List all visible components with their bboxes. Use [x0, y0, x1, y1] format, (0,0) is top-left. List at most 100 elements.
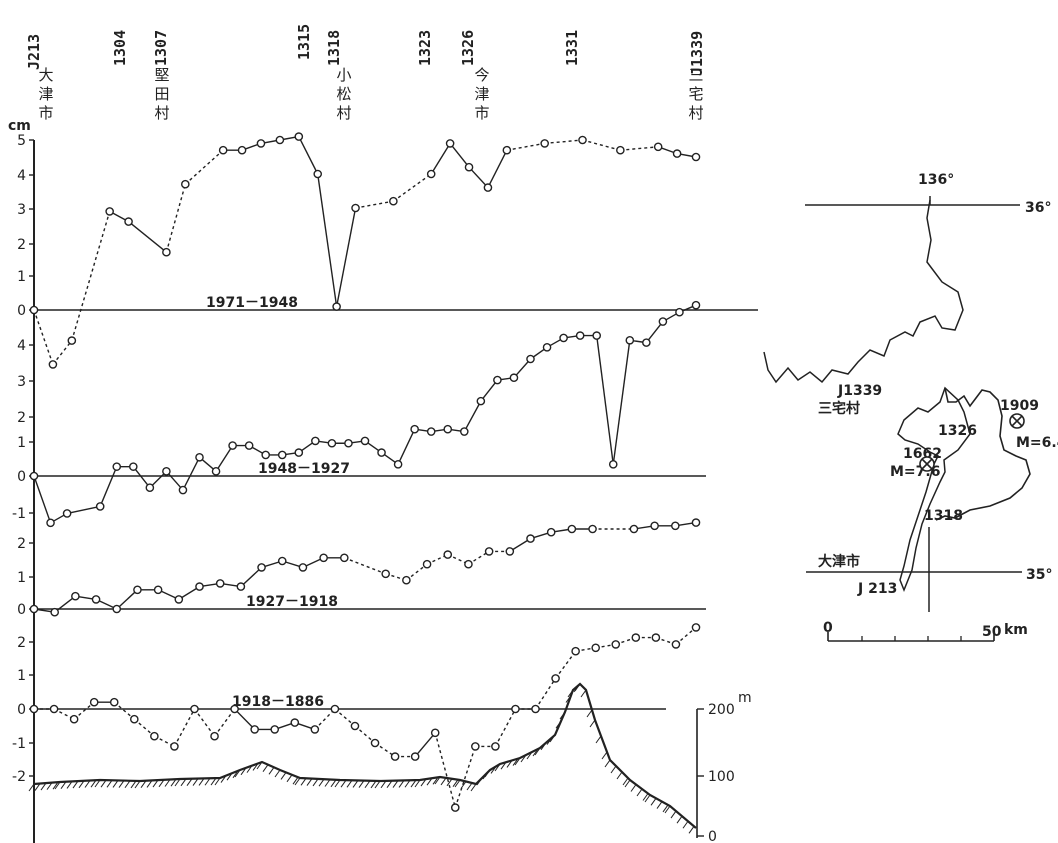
data-point	[50, 607, 59, 617]
data-point	[484, 547, 494, 556]
data-point	[270, 725, 280, 734]
map-label-m64: M=6.4	[1016, 435, 1058, 451]
y-tick-label: 3	[17, 374, 26, 390]
hatch	[466, 782, 473, 791]
data-point	[277, 450, 287, 460]
data-point	[250, 725, 259, 734]
series-segment	[184, 149, 224, 185]
hatch	[124, 780, 131, 789]
data-point	[89, 697, 99, 707]
bench-mark-label: J1339	[688, 31, 706, 76]
data-point	[611, 640, 621, 649]
hatch	[559, 711, 566, 720]
data-point	[629, 524, 639, 534]
data-point	[393, 459, 403, 469]
hatch	[180, 778, 187, 787]
bench-mark-label: 1323	[416, 30, 434, 66]
data-point	[311, 436, 320, 446]
place-label: 今津市	[474, 66, 489, 122]
svg-text:村: 村	[154, 104, 169, 122]
map-label-1326: 1326	[938, 423, 977, 439]
lat-35-label: 35°	[1026, 567, 1052, 583]
hatch	[540, 742, 547, 751]
data-point	[327, 438, 337, 448]
hatch	[106, 780, 113, 788]
series-segment	[165, 184, 186, 253]
hatch	[549, 734, 556, 743]
series-segment	[555, 650, 577, 679]
series-segment	[675, 626, 697, 645]
hatch	[386, 780, 393, 788]
elevation-tick-label: 0	[708, 829, 717, 843]
data-point	[130, 714, 139, 724]
elevation-unit-label: m	[738, 690, 752, 706]
hatch	[616, 771, 623, 780]
hatch	[246, 765, 253, 773]
data-point	[526, 354, 535, 364]
series-segment	[344, 557, 386, 575]
data-point	[319, 553, 328, 563]
hatch	[589, 719, 596, 728]
series-segment	[449, 142, 470, 168]
hatch	[392, 780, 399, 788]
data-point	[459, 427, 469, 436]
data-point	[261, 450, 271, 460]
y-tick-label: 2	[17, 536, 26, 552]
hatch	[490, 766, 497, 774]
hatch	[656, 801, 663, 809]
data-point	[445, 139, 455, 148]
series-segment	[405, 563, 428, 581]
series-label: 1948－1927	[258, 461, 350, 477]
coastline-north	[763, 199, 964, 384]
hatch	[318, 778, 325, 787]
bench-mark-label: 1326	[459, 30, 477, 66]
data-point	[112, 462, 122, 471]
y-tick-label: 4	[17, 168, 26, 184]
series-segment	[534, 678, 557, 710]
hatch	[134, 780, 141, 789]
map-label-j213: J 213	[857, 581, 897, 597]
data-point	[443, 424, 453, 434]
epicenter-1662-icon	[919, 456, 935, 472]
data-point	[112, 604, 122, 614]
svg-text:今: 今	[474, 66, 489, 84]
data-point	[426, 427, 436, 436]
hatch	[404, 779, 411, 788]
svg-text:村: 村	[688, 104, 703, 122]
lon-136-label: 136°	[918, 172, 954, 188]
hatch	[140, 780, 147, 788]
hatch	[300, 778, 307, 786]
data-point	[162, 467, 171, 476]
hatch	[682, 820, 689, 829]
hatch	[670, 810, 677, 819]
series-segment	[480, 379, 498, 402]
hatch	[256, 761, 263, 770]
hatch	[420, 778, 427, 787]
map-label-miyake: 三宅村	[818, 400, 860, 417]
place-label: 小松村	[336, 66, 351, 122]
hatch	[234, 769, 241, 778]
series-segment	[596, 335, 614, 465]
data-point	[672, 149, 682, 158]
series-segment	[52, 340, 73, 365]
hatch	[452, 779, 459, 787]
data-point	[62, 509, 72, 518]
data-point	[228, 441, 237, 450]
data-point	[608, 459, 618, 469]
series-segment	[544, 139, 583, 145]
hatch	[192, 778, 199, 786]
data-point	[195, 452, 204, 462]
place-label: 大津市	[38, 66, 53, 122]
data-point	[256, 139, 266, 148]
series-segment	[612, 340, 631, 465]
data-point	[616, 145, 625, 155]
map-label-1318: 1318	[924, 508, 963, 524]
series-segment	[430, 143, 451, 175]
data-point	[464, 162, 474, 172]
hatch	[340, 779, 347, 788]
y-tick-label: 1	[17, 668, 26, 684]
series-segment	[397, 428, 416, 465]
topography-profile	[33, 682, 697, 829]
